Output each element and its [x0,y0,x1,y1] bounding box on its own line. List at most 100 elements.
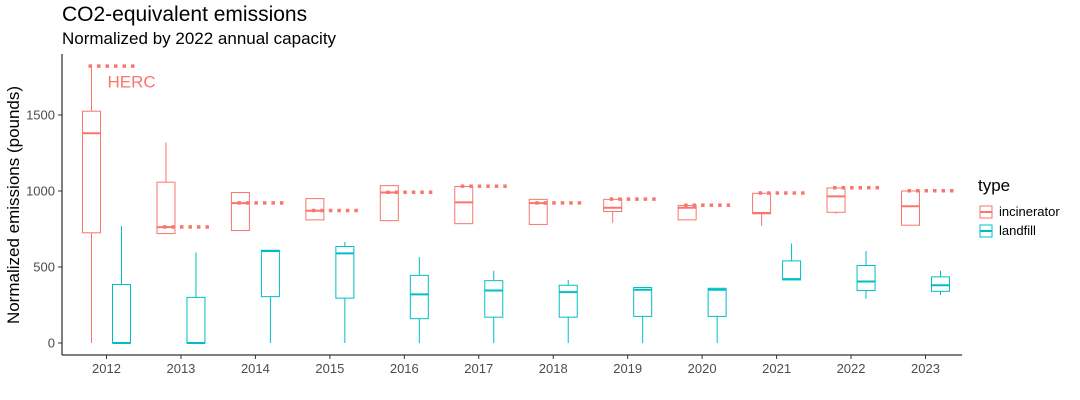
box-incinerator-2014 [230,192,250,232]
reference-dot [652,197,656,201]
legend-label-landfill: landfill [999,223,1036,238]
reference-dot [122,64,126,68]
reference-dot [701,203,705,207]
legend-label-incinerator: incinerator [999,204,1060,219]
reference-marker-2021 [758,191,805,195]
x-tick-label: 2019 [613,361,642,376]
box-incinerator-2019 [603,198,623,223]
reference-dot [279,201,284,205]
reference-dot [543,201,548,205]
reference-dot [784,191,788,195]
x-tick-label: 2022 [837,361,866,376]
reference-dot [460,184,465,188]
reference-dot [494,184,499,188]
reference-marker-2023 [907,189,954,193]
reference-marker-2013 [162,225,209,229]
reference-dot [577,201,582,205]
legend-key-incinerator [979,205,993,218]
reference-dot [626,197,631,201]
reference-dot [345,208,350,213]
reference-marker-2020 [684,203,731,207]
reference-dot [867,185,871,190]
reference-dot [420,190,424,195]
reference-dot [767,191,771,195]
reference-dot [941,189,945,193]
box-landfill-2013 [186,252,206,344]
box-iqr [633,287,653,317]
box-iqr [931,276,950,292]
reference-dot [394,190,399,195]
box-landfill-2014 [260,249,280,343]
y-tick-label: 0 [48,336,55,351]
reference-dot [618,197,622,201]
reference-dot [245,201,250,205]
x-tick-label: 2020 [688,361,717,376]
reference-dot [692,203,697,207]
box-iqr [156,181,176,235]
reference-dot [684,203,688,207]
reference-dot [254,201,258,205]
reference-dot [97,64,101,68]
chart-title: CO2-equivalent emissions [62,3,308,26]
reference-marker-2018 [535,201,582,205]
reference-dot [907,189,911,193]
reference-dot [477,184,482,188]
reference-dot [775,191,780,195]
box-incinerator-2020 [677,204,697,221]
reference-dot [850,185,854,190]
box-iqr [826,187,846,213]
x-tick-label: 2013 [166,361,195,376]
annotation-herc: HERC [108,73,156,92]
reference-dot [403,190,407,195]
box-landfill-2018 [558,279,578,343]
legend-item-incinerator: incinerator [978,202,1060,221]
box-iqr [856,264,876,292]
reference-dot [560,201,565,205]
reference-dot [875,185,880,190]
reference-dot [569,201,573,205]
box-iqr [260,249,280,298]
box-iqr [901,190,920,226]
reference-dot [758,191,763,195]
y-tick-label: 1000 [26,184,55,199]
reference-dot [271,201,275,205]
box-iqr [409,274,429,320]
box-landfill-2016 [409,257,429,343]
legend-item-landfill: landfill [978,221,1060,240]
box-iqr [454,185,474,225]
reference-dot [552,201,556,205]
reference-dot [535,201,539,205]
box-incinerator-2013 [156,142,176,235]
reference-dot [114,64,118,68]
reference-marker-2019 [609,197,656,201]
reference-marker-2015 [311,208,358,213]
box-incinerator-2023 [901,190,920,226]
reference-dot [858,185,863,190]
reference-dot [950,189,954,193]
reference-dot [643,197,648,201]
box-iqr [186,296,206,344]
reference-marker-2017 [460,184,507,188]
reference-dot [503,184,507,188]
reference-dot [933,189,937,193]
reference-dot [237,201,241,205]
x-tick-label: 2014 [241,361,270,376]
x-tick-label: 2012 [92,361,121,376]
reference-dot [262,201,267,205]
reference-dot [205,225,209,229]
reference-dot [162,225,167,229]
box-iqr [603,198,623,213]
reference-dot [709,203,714,207]
reference-dot [924,189,928,193]
x-tick-label: 2017 [464,361,493,376]
y-axis-label: Normalized emissions (pounds) [4,86,23,324]
x-tick-label: 2018 [539,361,568,376]
reference-dot [916,189,920,193]
box-iqr [782,260,802,281]
x-tick-label: 2021 [762,361,791,376]
y-tick-label: 1500 [26,108,55,123]
reference-marker-2014 [237,201,284,205]
reference-dot [801,191,805,195]
reference-dot [386,190,390,195]
